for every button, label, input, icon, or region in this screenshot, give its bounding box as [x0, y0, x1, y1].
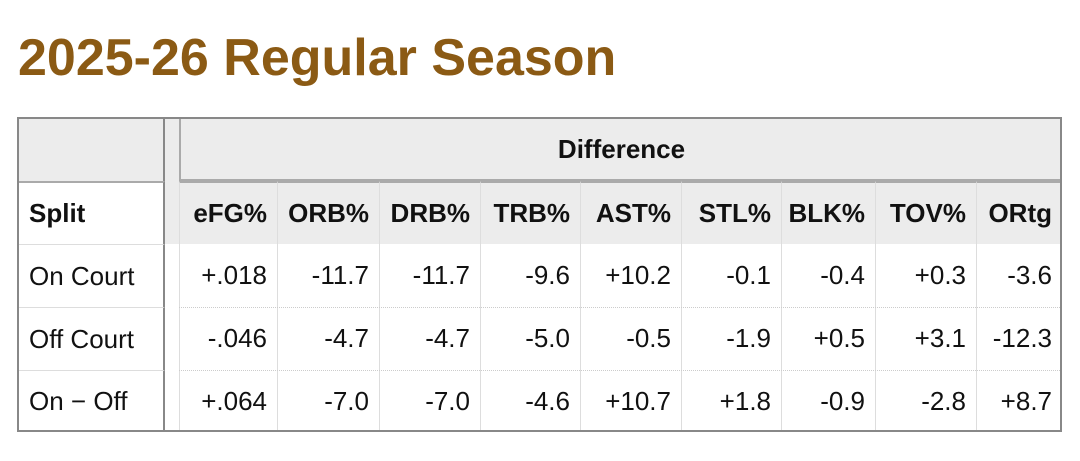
- column-header-stl-pct[interactable]: STL%: [681, 181, 781, 244]
- column-header-blk-pct[interactable]: BLK%: [781, 181, 875, 244]
- column-header-trb-pct[interactable]: TRB%: [480, 181, 580, 244]
- table-cell: -9.6: [480, 244, 580, 307]
- page-title: 2025-26 Regular Season: [18, 29, 617, 87]
- column-header-orb-pct[interactable]: ORB%: [277, 181, 379, 244]
- split-label: On − Off: [19, 370, 165, 430]
- table-cell: +1.8: [681, 370, 781, 430]
- table-cell: -2.8: [875, 370, 976, 430]
- table-cell: +10.7: [580, 370, 681, 430]
- table-cell: -4.7: [277, 307, 379, 370]
- column-header-ortg[interactable]: ORtg: [976, 181, 1060, 244]
- table-cell: +.018: [179, 244, 277, 307]
- table-cell: -1.9: [681, 307, 781, 370]
- table-cell: -11.7: [379, 244, 480, 307]
- table-cell: -.046: [179, 307, 277, 370]
- table-cell: -4.6: [480, 370, 580, 430]
- table-cell: -11.7: [277, 244, 379, 307]
- split-label: On Court: [19, 244, 165, 307]
- table-cell: +.064: [179, 370, 277, 430]
- table-cell: -5.0: [480, 307, 580, 370]
- column-header-efg-pct[interactable]: eFG%: [179, 181, 277, 244]
- splits-table[interactable]: Difference eFG% ORB% DRB% TRB% AST% STL% BLK% TO…: [17, 117, 1062, 432]
- split-label: Off Court: [19, 307, 165, 370]
- column-header-split[interactable]: Split: [19, 181, 165, 244]
- row-divider: [179, 307, 1060, 308]
- table-cell: +8.7: [976, 370, 1060, 430]
- table-cell: -7.0: [277, 370, 379, 430]
- table-cell: +0.5: [781, 307, 875, 370]
- table-cell: -0.9: [781, 370, 875, 430]
- column-header-drb-pct[interactable]: DRB%: [379, 181, 480, 244]
- group-header-difference: Difference: [179, 119, 1060, 181]
- table-cell: -4.7: [379, 307, 480, 370]
- table-cell: -0.4: [781, 244, 875, 307]
- table-cell: -7.0: [379, 370, 480, 430]
- table-cell: -3.6: [976, 244, 1060, 307]
- table-cell: -12.3: [976, 307, 1060, 370]
- column-header-tov-pct[interactable]: TOV%: [875, 181, 976, 244]
- table-cell: +10.2: [580, 244, 681, 307]
- row-divider: [179, 370, 1060, 371]
- table-cell: -0.5: [580, 307, 681, 370]
- column-divider: [19, 119, 165, 181]
- column-header-ast-pct[interactable]: AST%: [580, 181, 681, 244]
- table-cell: -0.1: [681, 244, 781, 307]
- table-cell: +0.3: [875, 244, 976, 307]
- table-cell: +3.1: [875, 307, 976, 370]
